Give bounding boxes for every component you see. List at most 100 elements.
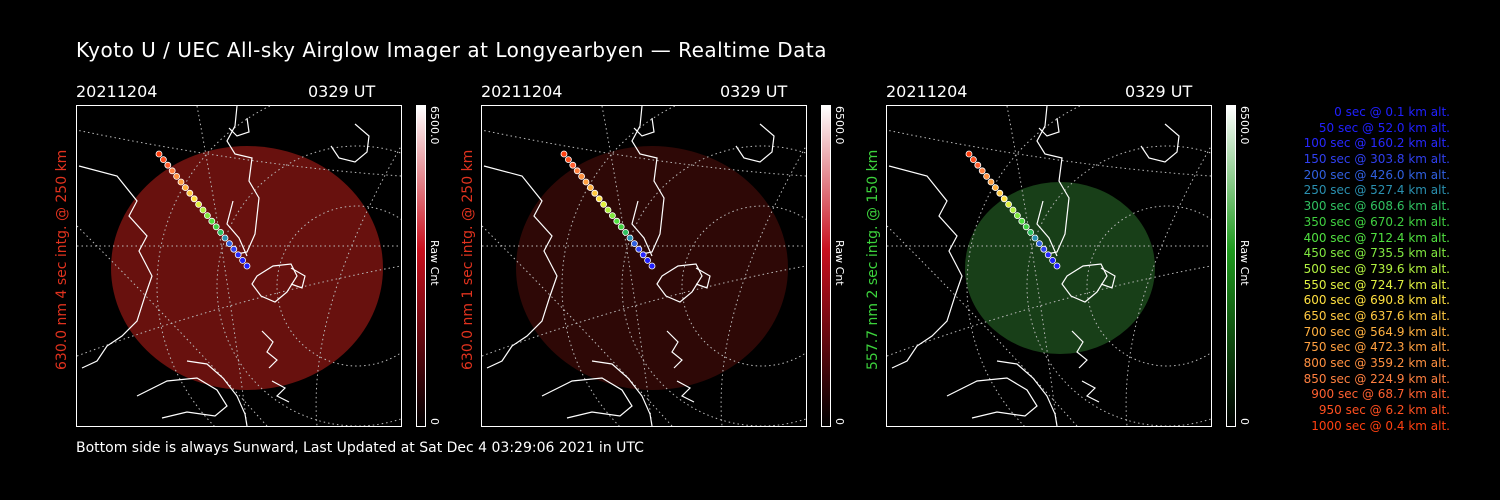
footer-note: Bottom side is always Sunward, Last Upda… [76, 440, 644, 456]
legend-row: 750 sec @ 472.3 km alt. [1303, 340, 1450, 355]
trajectory-point [221, 234, 229, 242]
coastline [1036, 106, 1070, 255]
trajectory-point [630, 240, 638, 248]
grid-line [77, 129, 401, 177]
coastline [656, 263, 703, 303]
trajectory-point [622, 229, 630, 236]
trajectory-point [173, 173, 180, 180]
grid-line [482, 265, 806, 357]
trajectory-point [996, 189, 1004, 197]
trajectory-point [573, 167, 581, 175]
coastline [330, 123, 370, 163]
grid-line [887, 265, 1211, 357]
legend-row: 650 sec @ 637.6 km alt. [1303, 308, 1450, 323]
legend-row: 850 sec @ 224.9 km alt. [1303, 371, 1450, 386]
grid-line [887, 129, 1211, 177]
coastline [888, 165, 963, 369]
grid-line [482, 129, 806, 177]
trajectory-point [970, 156, 977, 163]
trajectory-point [182, 184, 189, 191]
trajectory-point [595, 195, 603, 203]
trajectory-point [613, 217, 621, 225]
colorbar-min: 0 [428, 418, 441, 425]
coastline [541, 377, 633, 419]
coastline [1036, 200, 1058, 257]
coastline [228, 117, 250, 137]
coastline [695, 267, 711, 289]
colorbar-max: 6500.0 [428, 106, 441, 145]
coastline [676, 380, 695, 403]
allsky-map [482, 106, 806, 426]
trajectory-point [582, 178, 590, 186]
trajectory-point [1035, 240, 1043, 248]
trajectory-point [212, 223, 220, 231]
colorbar-unit: Raw Cnt [1238, 240, 1251, 286]
trajectory-point [225, 240, 233, 248]
trajectory-point [978, 167, 986, 175]
trajectory-point [1005, 201, 1012, 208]
trajectory-point [1049, 256, 1057, 264]
allsky-image [76, 105, 402, 427]
legend-row: 600 sec @ 690.8 km alt. [1303, 293, 1450, 308]
trajectory-point [168, 167, 176, 175]
trajectory-point [1009, 206, 1017, 214]
trajectory-point [186, 189, 194, 197]
colorbar-min: 0 [833, 418, 846, 425]
panel-time: 0329 UT [1125, 82, 1193, 101]
trajectory-point [639, 251, 647, 259]
trajectory-point [234, 251, 242, 259]
trajectory-point [1022, 223, 1030, 231]
trajectory-point [155, 150, 163, 158]
trajectory-point [1000, 195, 1008, 203]
trajectory-point [230, 245, 238, 253]
trajectory-point [591, 189, 599, 197]
coastline [226, 106, 260, 255]
legend-row: 250 sec @ 527.4 km alt. [1303, 183, 1450, 198]
coastline [226, 200, 248, 257]
legend-row: 50 sec @ 52.0 km alt. [1318, 120, 1450, 135]
trajectory-point [1044, 251, 1052, 259]
legend-row: 500 sec @ 739.6 km alt. [1303, 261, 1450, 276]
allsky-map [887, 106, 1211, 426]
coastline [946, 377, 1038, 419]
coastline [483, 165, 558, 369]
grid-line [1006, 106, 1058, 426]
coastline [1071, 330, 1088, 369]
allsky-image [481, 105, 807, 427]
trajectory-point [160, 156, 167, 163]
panel-time: 0329 UT [720, 82, 788, 101]
trajectory-point [1027, 229, 1035, 236]
legend-row: 700 sec @ 564.9 km alt. [1303, 324, 1450, 339]
coastline [666, 330, 683, 369]
coastline [261, 330, 278, 369]
panel-side-label: 630.0 nm 1 sec intg. @ 250 km [460, 149, 476, 370]
trajectory-point [587, 184, 594, 191]
allsky-map [77, 106, 401, 426]
trajectory-point [243, 262, 251, 270]
trajectory-point [608, 212, 616, 219]
trajectory-point [1040, 245, 1048, 253]
trajectory-point [1013, 212, 1021, 219]
trajectory-point [578, 173, 585, 180]
coastline [136, 377, 228, 419]
trajectory-point [177, 178, 185, 186]
grid-line [77, 265, 401, 357]
legend-row: 200 sec @ 426.0 km alt. [1303, 167, 1450, 182]
allsky-image [886, 105, 1212, 427]
trajectory-point [208, 217, 216, 225]
coastline [271, 380, 290, 403]
trajectory-point [644, 256, 652, 264]
colorbar-max: 6500.0 [1238, 106, 1251, 145]
grid-line [601, 106, 653, 426]
trajectory-point [974, 161, 982, 169]
trajectory-point [560, 150, 568, 158]
legend-row: 0 sec @ 0.1 km alt. [1334, 105, 1450, 119]
colorbar-unit: Raw Cnt [428, 240, 441, 286]
trajectory-point [199, 206, 207, 214]
trajectory-point [1018, 217, 1026, 225]
legend-row: 1000 sec @ 0.4 km alt. [1311, 418, 1450, 433]
coastline [1061, 263, 1108, 303]
coastline [996, 360, 1058, 426]
trajectory-point [190, 195, 198, 203]
trajectory-point [617, 223, 625, 231]
